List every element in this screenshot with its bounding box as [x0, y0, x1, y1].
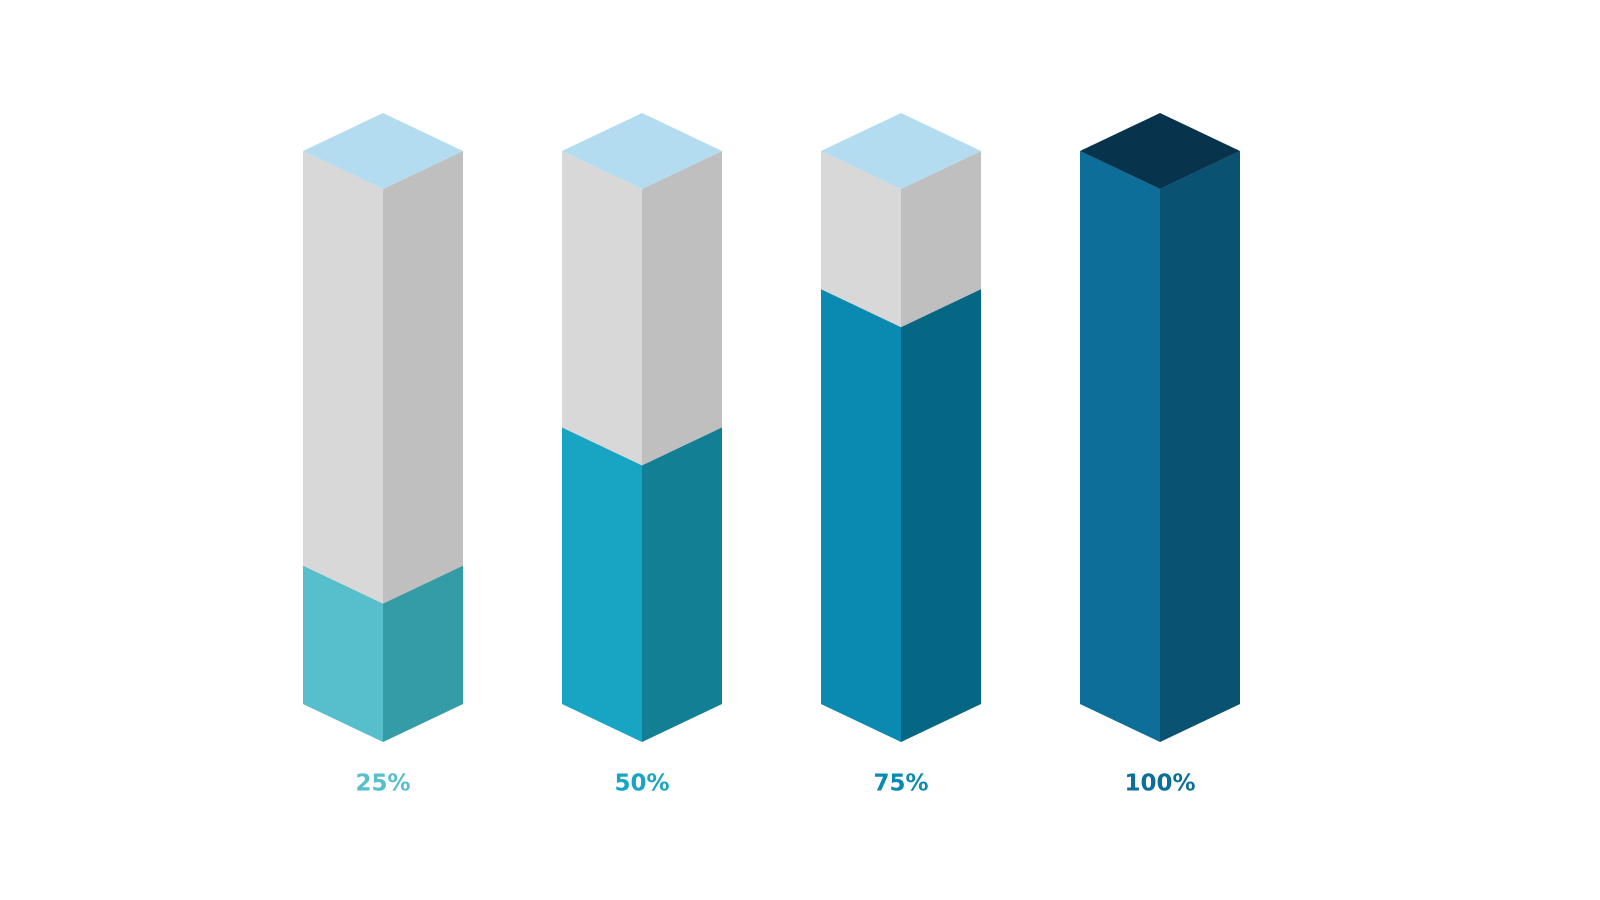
bar-side-face	[901, 289, 981, 742]
bar-side-face	[383, 565, 463, 742]
bar-front-face	[1080, 151, 1160, 742]
bar-top-cap	[821, 113, 981, 189]
value-label: 25%	[355, 771, 410, 797]
bar-top-cap	[562, 113, 722, 189]
bar-front-face	[821, 289, 901, 742]
value-label: 75%	[873, 771, 928, 797]
value-label: 100%	[1124, 771, 1195, 797]
bar-side-face	[1160, 151, 1240, 742]
bar-top-cap	[303, 113, 463, 189]
bar-front-face	[562, 427, 642, 742]
bar-top-cap	[1080, 113, 1240, 189]
value-label: 50%	[614, 771, 669, 797]
bar-side-face	[642, 427, 722, 742]
bar-front-face	[303, 565, 383, 742]
